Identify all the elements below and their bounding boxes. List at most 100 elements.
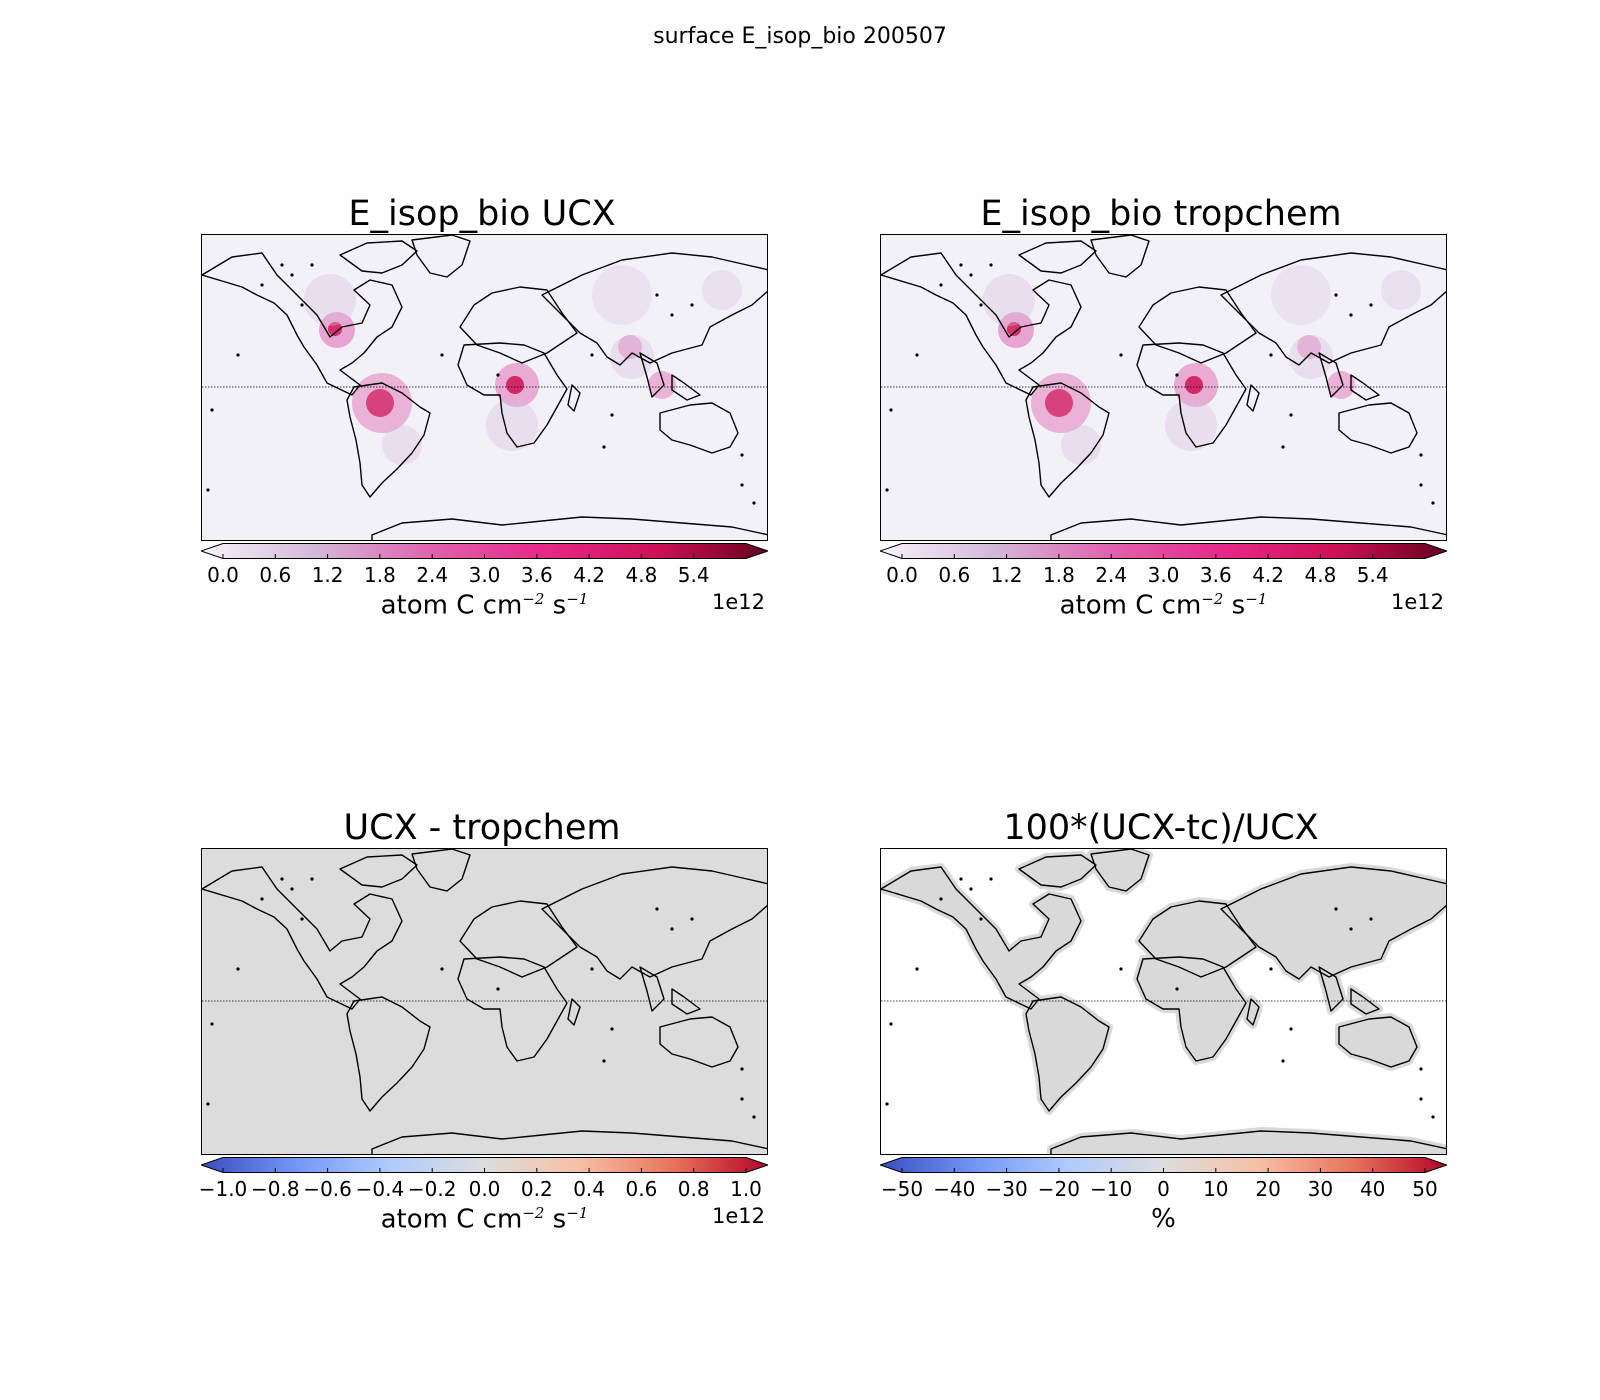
- colorbar-label-percent: %: [1151, 1204, 1176, 1234]
- map-svg: [881, 235, 1446, 540]
- coastline: [1018, 854, 1097, 888]
- colorbar-tick-label: −0.8: [251, 1177, 300, 1201]
- island-marker: [590, 353, 594, 357]
- coastline: [1220, 866, 1446, 980]
- colorbar-tick-label: −0.6: [303, 1177, 352, 1201]
- colorbar-ucx: [201, 543, 768, 559]
- colorbar-tick-label: 10: [1203, 1177, 1229, 1201]
- coastline: [411, 849, 471, 892]
- coastline: [346, 382, 431, 498]
- island-marker: [740, 1097, 744, 1101]
- colorbar-ticks-ucx: 0.0 0.6 1.2 1.8 2.4 3.0 3.6 4.2 4.8 5.4: [201, 563, 768, 587]
- island-marker: [690, 303, 694, 307]
- island-marker: [590, 967, 594, 971]
- emission-hotspot: [1381, 270, 1421, 310]
- island-marker: [300, 917, 304, 921]
- coastline: [1018, 240, 1097, 274]
- island-marker: [1289, 1027, 1293, 1031]
- colorbar-tick-label: 1.0: [730, 1177, 762, 1201]
- island-marker: [260, 897, 264, 901]
- colorbar-tick-label: 0.0: [468, 1177, 501, 1201]
- colorbar-tick-label: 4.8: [1304, 563, 1337, 587]
- colorbar-tick-label: 3.0: [1147, 563, 1180, 587]
- colorbar-label-tropchem: atom C cm−2 s−1: [1059, 590, 1268, 621]
- coastline: [671, 988, 701, 1015]
- coastline: [371, 516, 767, 540]
- colorbar-tick-label: 0.0: [207, 563, 239, 587]
- colorbar-tick-label: −50: [880, 1177, 924, 1201]
- map-panel-percent: [880, 848, 1447, 1155]
- coastline: [1318, 966, 1344, 1012]
- coastline: [1136, 342, 1247, 448]
- colorbar-tick-label: 0.0: [886, 563, 918, 587]
- emission-hotspot: [592, 265, 652, 325]
- colorbar-tropchem: [880, 543, 1447, 559]
- island-marker: [915, 967, 919, 971]
- island-marker: [1175, 987, 1179, 991]
- colorbar-tick-label: 1.8: [1042, 563, 1075, 587]
- colorbar-tick-label: 3.6: [1199, 563, 1232, 587]
- coastline: [1246, 998, 1260, 1026]
- coastline: [1025, 996, 1110, 1112]
- island-marker: [310, 263, 314, 267]
- coastline: [567, 998, 581, 1026]
- colorbar-tick-label: 1.2: [990, 563, 1023, 587]
- emission-hotspot: [366, 389, 394, 417]
- island-marker: [440, 353, 444, 357]
- colorbar-label-ucx: atom C cm−2 s−1: [380, 590, 589, 621]
- map-svg: [202, 849, 767, 1154]
- island-marker: [1419, 1097, 1423, 1101]
- panel-title-tropchem: E_isop_bio tropchem: [980, 194, 1342, 234]
- emission-hotspot: [304, 274, 356, 326]
- island-marker: [655, 293, 659, 297]
- colorbar-tick-label: 5.4: [677, 563, 710, 587]
- coastline: [371, 1130, 767, 1154]
- coastline: [881, 252, 1082, 396]
- island-marker: [939, 897, 943, 901]
- colorbar-tick-label: 0.4: [573, 1177, 605, 1201]
- island-marker: [602, 445, 606, 449]
- colorbar-tick-label: 2.4: [416, 563, 449, 587]
- coastline: [541, 252, 767, 366]
- island-marker: [206, 1102, 210, 1106]
- coastline: [202, 252, 403, 396]
- coastline: [1136, 956, 1247, 1062]
- island-marker: [670, 927, 674, 931]
- colorbar-tick-label: 4.8: [625, 563, 658, 587]
- coastline: [1090, 849, 1150, 892]
- colorbar-tick-label: 5.4: [1356, 563, 1389, 587]
- colorbar-offset-ucx: 1e12: [712, 590, 766, 614]
- emission-hotspot: [506, 376, 524, 394]
- coastline: [639, 966, 665, 1012]
- colorbar-tick-label: 0.8: [677, 1177, 710, 1201]
- island-marker: [260, 283, 264, 287]
- island-marker: [610, 413, 614, 417]
- colorbar-ticks-percent: −50 −40 −30 −20 −10 0 10 20 30 40 50: [880, 1177, 1447, 1201]
- colorbar-tick-label: 3.0: [468, 563, 501, 587]
- island-marker: [310, 877, 314, 881]
- colorbar-tick-label: 40: [1359, 1177, 1386, 1201]
- emission-hotspot: [486, 399, 538, 451]
- coastline: [457, 342, 568, 448]
- map-background: [202, 235, 767, 540]
- island-marker: [236, 353, 240, 357]
- coastline: [457, 956, 568, 1062]
- island-marker: [290, 273, 294, 277]
- colorbar-tick-label: −1.0: [198, 1177, 248, 1201]
- map-svg: [881, 849, 1446, 1154]
- coastline: [1050, 516, 1446, 540]
- island-marker: [496, 373, 500, 377]
- coastline: [346, 996, 431, 1112]
- island-marker: [959, 263, 963, 267]
- emission-hotspot: [1289, 335, 1333, 379]
- island-marker: [1419, 453, 1423, 457]
- island-marker: [440, 967, 444, 971]
- island-marker: [610, 1027, 614, 1031]
- emission-hotspot: [328, 322, 342, 336]
- colorbar-tick-label: 3.6: [520, 563, 553, 587]
- coastline: [671, 374, 701, 401]
- island-marker: [979, 303, 983, 307]
- colorbar-tick-label: 0.2: [520, 1177, 553, 1201]
- island-marker: [602, 1059, 606, 1063]
- island-marker: [1349, 313, 1353, 317]
